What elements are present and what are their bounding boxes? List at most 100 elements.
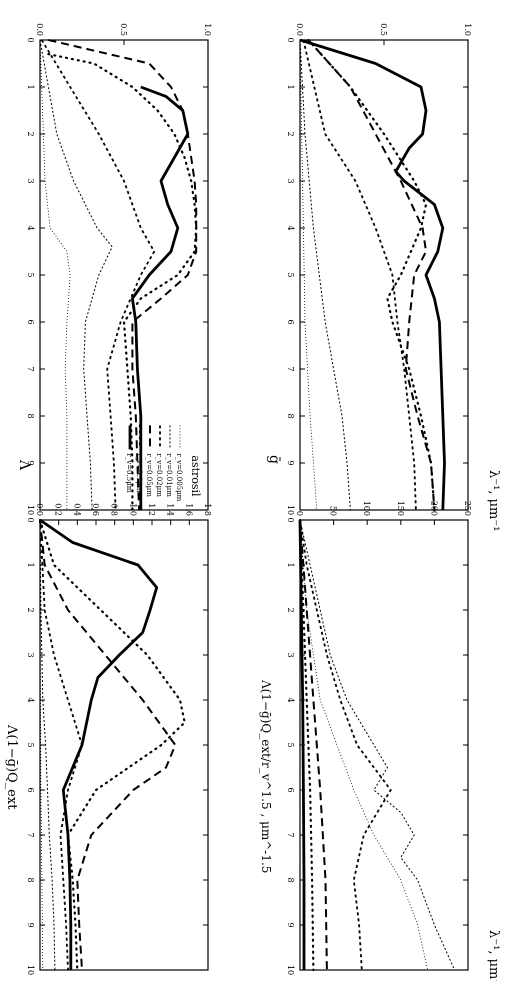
x-axis-label-right: λ⁻¹, μm⁻¹ <box>486 930 501 981</box>
series-line <box>298 519 306 970</box>
x-tick-label: 6 <box>26 787 35 792</box>
x-tick-label: 4 <box>26 697 35 702</box>
x-tick-label: 5 <box>286 742 295 747</box>
y-tick-label: 1.4 <box>166 503 175 516</box>
legend-entry: r_v=0.05μm <box>145 453 153 497</box>
x-tick-label: 3 <box>26 652 35 657</box>
x-tick-label: 7 <box>286 366 295 371</box>
x-tick-label: 3 <box>286 178 295 183</box>
y-tick-label: 0.0 <box>295 23 304 36</box>
legend-entry: r_v=0.01μm <box>165 453 173 497</box>
x-tick-label: 10 <box>26 965 35 975</box>
legend-entry: r_v=0.5μm <box>125 453 133 492</box>
x-tick-label: 1 <box>26 84 35 89</box>
panel-a-y-label: Λ <box>16 459 32 471</box>
series-line <box>299 519 392 971</box>
x-tick-label: 8 <box>26 877 35 882</box>
x-tick-label: 4 <box>286 225 295 230</box>
y-tick-label: 1.6 <box>184 503 193 516</box>
y-tick-label: 150 <box>396 501 405 516</box>
x-tick-label: 5 <box>26 742 35 747</box>
series-line <box>130 85 190 510</box>
y-tick-label: 1.0 <box>203 23 212 36</box>
legend-title: astrosil <box>189 455 202 497</box>
series-line <box>299 38 446 511</box>
x-tick-label: 7 <box>286 832 295 837</box>
y-tick-label: 1.0 <box>463 23 472 36</box>
series-line <box>39 518 159 970</box>
x-tick-label: 1 <box>26 562 35 567</box>
y-tick-label: 1.8 <box>203 503 212 516</box>
series-line <box>299 519 328 971</box>
y-tick-label: 1.0 <box>128 503 137 516</box>
x-tick-label: 4 <box>26 225 35 230</box>
series-line <box>299 519 429 971</box>
series-line <box>307 39 436 511</box>
x-tick-label: 2 <box>26 131 35 136</box>
x-tick-label: 10 <box>286 965 295 975</box>
x-tick-label: 6 <box>26 319 35 324</box>
panel-b-asymmetry: 0 1 2 3 4 5 6 7 8 9 10 0.0 0.5 1.0 <box>286 23 472 515</box>
series-line <box>39 39 113 511</box>
x-tick-label: 8 <box>26 413 35 418</box>
x-tick-label: 10 <box>286 505 295 515</box>
y-tick-label: 0.6 <box>91 503 100 516</box>
panel-b-y-label: ḡ <box>266 455 282 464</box>
x-tick-label: 0 <box>286 37 295 42</box>
x-tick-label: 0 <box>26 517 35 522</box>
y-tick-label: 1.2 <box>147 503 156 516</box>
x-tick-label: 8 <box>286 413 295 418</box>
x-tick-label: 8 <box>286 877 295 882</box>
series-line <box>39 519 44 971</box>
y-tick-label: 0 <box>295 511 304 516</box>
series-line <box>40 39 156 511</box>
series-line <box>38 518 186 972</box>
x-tick-label: 1 <box>286 562 295 567</box>
panel-d-y-label: Λ(1−ḡ)Q_ext/r_v^1.5 , μm^-1.5 <box>259 679 273 873</box>
x-tick-label: 9 <box>286 922 295 927</box>
series-line <box>47 52 198 512</box>
x-tick-label: 5 <box>26 272 35 277</box>
series-line <box>299 519 456 971</box>
x-tick-label: 5 <box>286 272 295 277</box>
x-tick-label: 3 <box>26 178 35 183</box>
x-tick-label: 9 <box>286 460 295 465</box>
x-tick-label: 2 <box>286 131 295 136</box>
y-tick-label: 0.2 <box>54 503 63 516</box>
series-line <box>299 39 318 511</box>
y-tick-label: 250 <box>463 501 472 516</box>
legend-entry: r_v=0.02μm <box>155 453 163 497</box>
legend-entry: r_v=0.005μm <box>175 453 183 501</box>
y-tick-label: 0.8 <box>110 503 119 516</box>
x-tick-label: 6 <box>286 319 295 324</box>
x-tick-label: 2 <box>26 607 35 612</box>
series-line <box>307 38 436 512</box>
x-axis-label-left: λ⁻¹, μm⁻¹ <box>486 470 501 531</box>
x-tick-label: 7 <box>26 366 35 371</box>
x-tick-label: 7 <box>26 832 35 837</box>
x-tick-label: 1 <box>286 84 295 89</box>
x-tick-label: 10 <box>26 505 35 515</box>
legend-entry: r_v=0.1μm <box>135 453 143 492</box>
y-tick-label: 200 <box>429 501 438 516</box>
x-tick-label: 0 <box>286 517 295 522</box>
x-tick-label: 3 <box>286 652 295 657</box>
y-tick-label: 0.0 <box>35 23 44 36</box>
y-tick-label: 0.0 <box>35 503 44 516</box>
x-tick-label: 9 <box>26 460 35 465</box>
x-tick-label: 6 <box>286 787 295 792</box>
series-line <box>39 519 83 971</box>
series-line <box>299 39 351 511</box>
y-tick-label: 100 <box>362 501 371 516</box>
series-line <box>302 39 417 511</box>
y-tick-label: 0.5 <box>379 23 388 36</box>
x-tick-label: 0 <box>26 37 35 42</box>
series-line <box>39 519 56 971</box>
series-line <box>39 519 177 971</box>
x-tick-label: 4 <box>286 697 295 702</box>
y-tick-label: 0.4 <box>72 503 81 516</box>
y-tick-label: 50 <box>329 506 338 516</box>
